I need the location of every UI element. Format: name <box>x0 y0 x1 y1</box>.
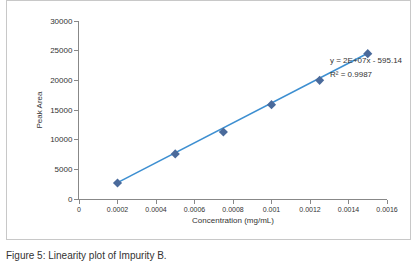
svg-text:0: 0 <box>77 206 81 213</box>
svg-text:25000: 25000 <box>50 46 73 55</box>
svg-text:20000: 20000 <box>50 76 73 85</box>
svg-text:0.001: 0.001 <box>263 206 281 213</box>
svg-text:10000: 10000 <box>50 135 73 144</box>
svg-text:0: 0 <box>68 195 73 204</box>
html-text:Figure 5: Linearity plot of Im: Figure 5: Linearity plot of Impurity B. <box>6 250 167 261</box>
svg-text:0.0002: 0.0002 <box>107 206 129 213</box>
svg-text:30000: 30000 <box>50 17 73 26</box>
svg-text:R² = 0.9987: R² = 0.9987 <box>330 70 373 79</box>
svg-text:15000: 15000 <box>50 106 73 115</box>
svg-text:0.0006: 0.0006 <box>184 206 206 213</box>
svg-text:0.0016: 0.0016 <box>376 206 398 213</box>
svg-text:0.0008: 0.0008 <box>222 206 244 213</box>
svg-text:0.0012: 0.0012 <box>299 206 321 213</box>
svg-text:y = 2E+07x - 595.14: y = 2E+07x - 595.14 <box>330 56 403 65</box>
svg-text:Peak Area: Peak Area <box>35 91 44 128</box>
svg-text:0.0004: 0.0004 <box>145 206 167 213</box>
svg-text:5000: 5000 <box>55 165 73 174</box>
svg-text:Concentration (mg/mL): Concentration (mg/mL) <box>192 216 274 225</box>
svg-text:0.0014: 0.0014 <box>338 206 360 213</box>
